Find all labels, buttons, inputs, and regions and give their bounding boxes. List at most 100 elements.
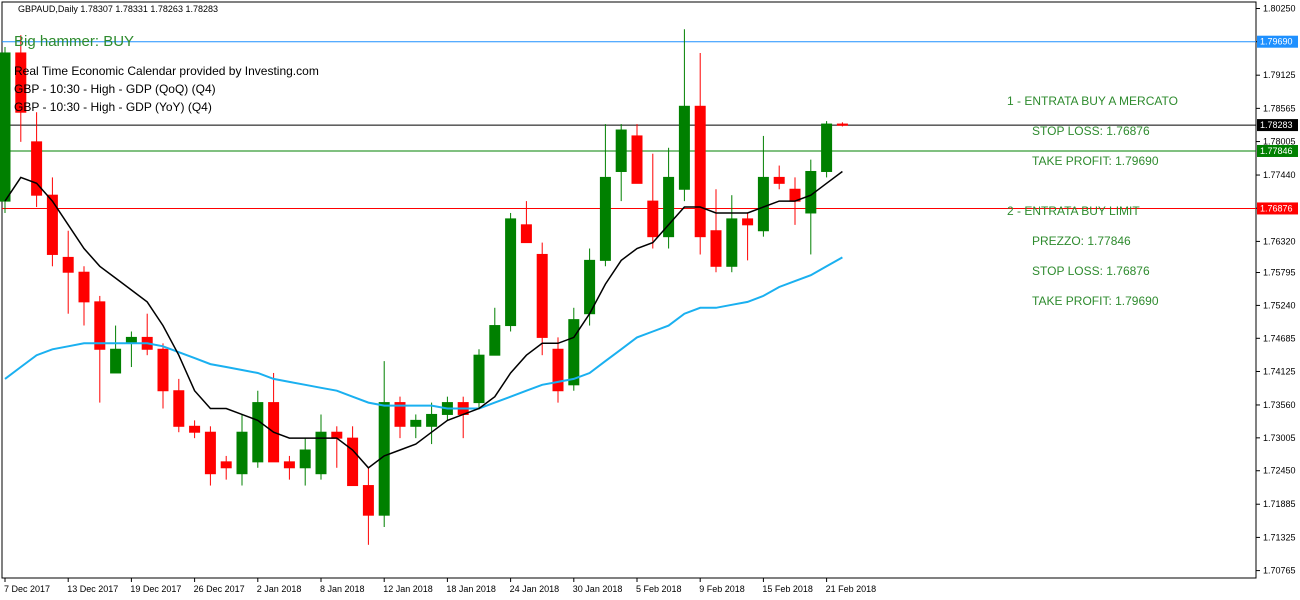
y-tick-label: 1.71325 <box>1263 532 1296 542</box>
candle-body <box>410 419 422 427</box>
level-label-text: 1.76876 <box>1260 203 1293 213</box>
x-tick-label: 30 Jan 2018 <box>573 584 623 594</box>
y-tick-label: 1.70765 <box>1263 566 1296 576</box>
y-tick-label: 1.78565 <box>1263 103 1296 113</box>
candle-body <box>821 123 833 172</box>
y-tick-label: 1.76320 <box>1263 236 1296 246</box>
x-tick-label: 13 Dec 2017 <box>67 584 118 594</box>
candle-body <box>46 194 58 255</box>
candle-body <box>663 176 675 238</box>
candle-body <box>520 224 532 244</box>
candle-body <box>647 200 659 238</box>
time-axis: 7 Dec 2017 13 Dec 2017 19 Dec 2017 26 Dec 2… <box>4 578 876 594</box>
candle-body <box>78 271 90 303</box>
x-tick-label: 9 Feb 2018 <box>699 584 745 594</box>
signal-label: Big hammer: BUY <box>14 33 135 50</box>
candle-body <box>536 253 548 338</box>
candle-body <box>362 485 374 516</box>
candle-body <box>568 319 580 386</box>
candle-body <box>505 218 517 327</box>
plan2-title: 2 - ENTRATA BUY LIMIT <box>1007 204 1140 218</box>
y-tick-label: 1.72450 <box>1263 466 1296 476</box>
plan1-take-profit: TAKE PROFIT: 1.79690 <box>1032 154 1159 168</box>
candle-body <box>204 431 216 475</box>
candle-body <box>299 449 311 469</box>
calendar-event: GBP - 10:30 - High - GDP (YoY) (Q4) <box>14 100 212 114</box>
candle-body <box>110 348 122 374</box>
y-tick-label: 1.77440 <box>1263 170 1296 180</box>
candle-body <box>189 425 201 433</box>
level-label-box <box>1257 144 1298 157</box>
x-tick-label: 21 Feb 2018 <box>826 584 877 594</box>
candle-body <box>394 402 406 427</box>
candle-body <box>489 325 501 356</box>
candle-body <box>836 123 848 126</box>
level-label-box <box>1257 35 1298 48</box>
x-tick-label: 18 Jan 2018 <box>446 584 496 594</box>
y-tick-label: 1.79125 <box>1263 70 1296 80</box>
calendar-title: Real Time Economic Calendar provided by … <box>14 64 319 78</box>
price-levels <box>2 41 1256 209</box>
candle-body <box>236 431 248 475</box>
candle-body <box>94 301 106 350</box>
moving-averages <box>4 170 843 469</box>
candle-body <box>0 52 11 202</box>
y-tick-label: 1.74685 <box>1263 333 1296 343</box>
y-tick-label: 1.73560 <box>1263 400 1296 410</box>
candle-body <box>157 348 169 392</box>
plan2-stop-loss: STOP LOSS: 1.76876 <box>1032 264 1150 278</box>
candle-body <box>631 135 643 184</box>
x-tick-label: 5 Feb 2018 <box>636 584 682 594</box>
level-label-text: 1.77846 <box>1260 146 1293 156</box>
level-labels: 1.79690 1.78283 1.77846 1.76876 <box>1257 35 1298 215</box>
candle-body <box>694 105 706 238</box>
candle-body <box>552 348 564 392</box>
candle-body <box>347 437 359 487</box>
candle-body <box>15 52 27 113</box>
candle-body <box>252 402 264 463</box>
candle-body <box>742 218 754 226</box>
level-label-box <box>1257 119 1298 132</box>
x-tick-label: 15 Feb 2018 <box>762 584 813 594</box>
price-axis: 1.80250 1.79690 1.79125 1.78565 1.78005 1.774… <box>1256 4 1296 576</box>
y-tick-label: 1.75240 <box>1263 300 1296 310</box>
candle-body <box>331 431 343 439</box>
candle-body <box>599 176 611 261</box>
candle-body <box>426 413 438 427</box>
candle-body <box>220 461 232 469</box>
x-tick-label: 8 Jan 2018 <box>320 584 365 594</box>
x-tick-label: 19 Dec 2017 <box>130 584 181 594</box>
y-tick-label: 1.71885 <box>1263 499 1296 509</box>
plan1-stop-loss: STOP LOSS: 1.76876 <box>1032 124 1150 138</box>
slow-ma-line <box>4 256 843 410</box>
level-label-box <box>1257 202 1298 215</box>
candle-body <box>62 256 74 273</box>
candle-body <box>473 354 485 404</box>
candle-body <box>757 176 769 232</box>
candle-body <box>315 431 327 475</box>
candle-body <box>773 176 785 184</box>
fast-ma-line <box>4 170 843 469</box>
y-tick-label: 1.75795 <box>1263 268 1296 278</box>
plan2-take-profit: TAKE PROFIT: 1.79690 <box>1032 294 1159 308</box>
candle-body <box>726 218 738 267</box>
candle-body <box>678 105 690 190</box>
x-tick-label: 24 Jan 2018 <box>510 584 560 594</box>
plan2-price: PREZZO: 1.77846 <box>1032 234 1131 248</box>
calendar-event: GBP - 10:30 - High - GDP (QoQ) (Q4) <box>14 82 216 96</box>
candle-body <box>710 230 722 267</box>
y-tick-label: 1.78005 <box>1263 137 1296 147</box>
chart-header: GBPAUD,Daily 1.78307 1.78331 1.78263 1.7… <box>18 4 218 14</box>
x-tick-label: 26 Dec 2017 <box>194 584 245 594</box>
x-tick-label: 2 Jan 2018 <box>257 584 302 594</box>
level-label-text: 1.79690 <box>1260 37 1293 47</box>
candle-body <box>283 461 295 469</box>
plot-frame <box>1 1 1257 579</box>
y-tick-label: 1.73005 <box>1263 433 1296 443</box>
x-tick-label: 12 Jan 2018 <box>383 584 433 594</box>
x-tick-label: 7 Dec 2017 <box>4 584 50 594</box>
candle-body <box>173 390 185 427</box>
candle-body <box>31 141 43 196</box>
candle-body <box>615 129 627 172</box>
